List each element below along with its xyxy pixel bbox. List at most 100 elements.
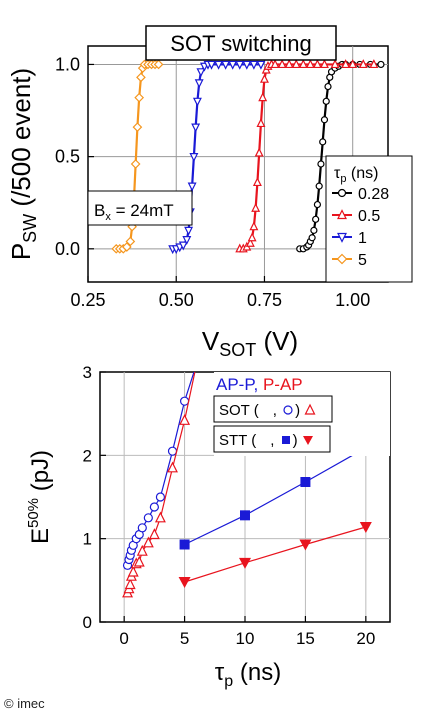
data-point-0.5 <box>341 59 351 69</box>
data-point-1 <box>178 241 188 251</box>
legend-marker-1 <box>337 232 347 243</box>
top-legend-items: 0.28 0.5 1 5 <box>332 186 389 269</box>
data-point-0.28 <box>320 116 329 124</box>
data-point-0.5 <box>252 177 262 187</box>
data-point-sot-ap-p <box>155 492 166 502</box>
data-point-sot-p-ap <box>142 536 154 548</box>
data-point-0.5 <box>259 73 269 83</box>
legend-marker-0.28 <box>337 188 347 198</box>
bottom-x-tick-label: 20 <box>356 629 375 648</box>
data-point-0.5 <box>247 232 257 242</box>
data-point-stt-p-ap <box>239 557 251 569</box>
data-point-0.5 <box>256 118 266 128</box>
bottom-x-tick-label: 10 <box>236 629 255 648</box>
data-point-sot-p-ap <box>167 461 178 473</box>
legend-marker-stt-p-ap <box>303 436 313 445</box>
data-point-0.5 <box>298 59 308 69</box>
data-point-1 <box>192 97 202 107</box>
data-point-stt-ap-p <box>179 539 190 550</box>
data-point-0.5 <box>291 59 301 69</box>
data-point-sot-p-ap <box>136 544 148 556</box>
data-point-sot-ap-p <box>137 523 147 533</box>
bottom-series <box>122 372 372 598</box>
data-point-1 <box>187 182 197 192</box>
data-point-1 <box>182 235 192 245</box>
data-point-1 <box>207 60 217 70</box>
data-point-sot-p-ap <box>148 528 160 540</box>
top-y-tick-label: 1.0 <box>55 54 80 74</box>
data-point-0.5 <box>312 59 322 69</box>
data-point-0.5 <box>251 202 261 212</box>
copyright-credit: © imec <box>4 696 45 711</box>
series-line-stt-ap-p <box>184 447 367 546</box>
bx-annotation-box <box>87 190 193 226</box>
bottom-y-tick-label: 3 <box>83 363 92 382</box>
data-point-1 <box>196 68 206 78</box>
legend-marker-sot-p-ap <box>304 403 316 415</box>
data-point-sot-p-ap <box>179 413 191 425</box>
bottom-legend-line2: SOT (, ) <box>219 402 300 419</box>
data-point-0.28 <box>324 82 332 91</box>
legend-label-5: 5 <box>358 252 367 269</box>
chart-title: SOT switching <box>170 31 311 56</box>
top-x-tick-label: 0.25 <box>70 290 105 310</box>
data-point-1 <box>191 123 201 133</box>
top-legend-title: τp (ns) <box>334 165 378 185</box>
legend-marker-5 <box>336 253 348 265</box>
bottom-y-tick-label: 2 <box>83 446 92 465</box>
data-point-sot-ap-p <box>149 502 159 512</box>
data-point-0.5 <box>245 237 255 247</box>
bottom-y-axis-label: E50% (pJ) <box>25 450 54 544</box>
data-point-1 <box>194 79 204 89</box>
legend-label-0.28: 0.28 <box>358 186 389 203</box>
energy-chart: 0 5 10 15 20 0 1 2 3 AP-P, P-AP SOT (, ) STT (, … <box>25 363 391 690</box>
data-point-sot-ap-p <box>167 446 178 456</box>
data-point-1 <box>228 60 238 70</box>
top-y-axis-label: PSW (/500 event) <box>6 68 40 260</box>
data-point-sot-ap-p <box>179 396 190 406</box>
data-point-sot-p-ap <box>127 565 139 577</box>
bottom-y-tick-label: 0 <box>83 613 92 632</box>
data-point-0.5 <box>284 59 294 69</box>
chart-title-box <box>145 25 337 61</box>
bottom-x-axis-label: τp (ns) <box>215 659 281 690</box>
bottom-y-tick-label: 1 <box>83 530 92 549</box>
data-point-1 <box>214 60 224 70</box>
data-point-1 <box>184 226 194 236</box>
data-point-5 <box>136 72 146 83</box>
data-point-0.5 <box>258 92 268 102</box>
data-point-stt-p-ap <box>299 539 312 551</box>
top-series <box>111 59 385 255</box>
data-point-5 <box>125 236 136 247</box>
data-point-5 <box>130 159 141 169</box>
data-point-sot-ap-p <box>143 513 153 523</box>
data-point-5 <box>121 242 132 252</box>
data-point-1 <box>189 153 199 162</box>
data-point-1 <box>242 60 252 70</box>
data-point-sot-p-ap <box>154 511 166 523</box>
data-point-0.28 <box>308 234 316 242</box>
legend-label-0.5: 0.5 <box>358 208 380 225</box>
data-point-0.5 <box>254 147 264 157</box>
data-point-0.5 <box>305 59 315 69</box>
data-point-0.5 <box>358 59 368 69</box>
data-point-stt-ap-p <box>300 477 311 487</box>
series-line-stt-p-ap <box>184 526 367 583</box>
data-point-0.28 <box>377 60 385 69</box>
data-point-0.5 <box>348 59 358 69</box>
data-point-0.28 <box>322 97 330 105</box>
sot-switching-chart: 0.25 0.50 0.75 1.000.00.51.0 SOT switching … <box>6 25 413 360</box>
data-point-stt-p-ap <box>178 577 191 588</box>
data-point-0.28 <box>313 200 322 209</box>
data-point-1 <box>256 60 266 70</box>
data-point-0.5 <box>277 59 287 69</box>
data-point-1 <box>221 60 231 70</box>
bottom-x-tick-label: 5 <box>180 629 189 648</box>
data-point-sot-p-ap <box>133 555 145 567</box>
top-ticks: 0.25 0.50 0.75 1.00 0.0 0.5 1.0 <box>55 54 370 310</box>
bottom-legend-line1: AP-P, P-AP <box>216 375 303 394</box>
top-x-axis-label: VSOT (V) <box>202 326 298 360</box>
legend-label-1: 1 <box>358 230 367 247</box>
data-point-0.5 <box>249 221 259 231</box>
